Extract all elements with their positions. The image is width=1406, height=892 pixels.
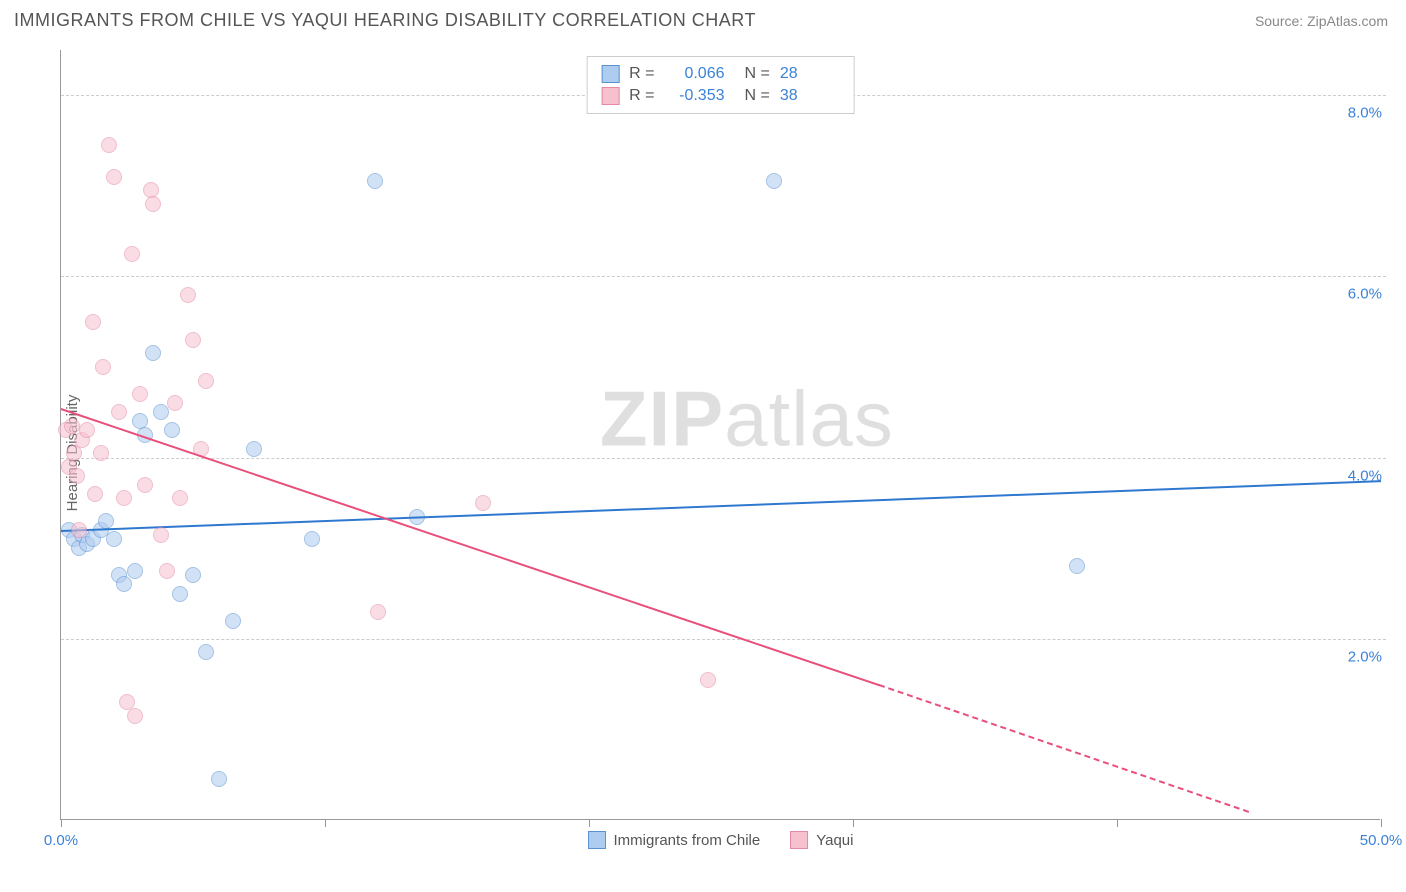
y-tick-label: 6.0% bbox=[1346, 286, 1384, 303]
data-point bbox=[304, 531, 320, 547]
r-label: R = bbox=[629, 87, 654, 105]
legend-swatch bbox=[790, 831, 808, 849]
data-point bbox=[185, 332, 201, 348]
data-point bbox=[79, 422, 95, 438]
data-point bbox=[172, 586, 188, 602]
data-point bbox=[172, 490, 188, 506]
data-point bbox=[159, 563, 175, 579]
data-point bbox=[127, 563, 143, 579]
gridline bbox=[61, 458, 1386, 459]
watermark: ZIPatlas bbox=[600, 374, 894, 465]
plot-area: ZIPatlas R =0.066N =28R =-0.353N =38 Imm… bbox=[60, 50, 1380, 820]
data-point bbox=[198, 373, 214, 389]
legend-swatch bbox=[601, 65, 619, 83]
data-point bbox=[93, 445, 109, 461]
data-point bbox=[106, 169, 122, 185]
trend-line bbox=[61, 408, 880, 686]
data-point bbox=[124, 246, 140, 262]
data-point bbox=[185, 567, 201, 583]
series-name: Immigrants from Chile bbox=[614, 832, 761, 849]
data-point bbox=[98, 513, 114, 529]
series-name: Yaqui bbox=[816, 832, 853, 849]
gridline bbox=[61, 639, 1386, 640]
trend-line bbox=[61, 480, 1381, 532]
chart-container: Hearing Disability ZIPatlas R =0.066N =2… bbox=[14, 44, 1392, 862]
x-tick bbox=[589, 819, 590, 827]
legend-row: R = 0.066 N = 28 bbox=[601, 63, 840, 85]
x-tick bbox=[853, 819, 854, 827]
x-tick-label: 0.0% bbox=[44, 832, 78, 849]
data-point bbox=[211, 771, 227, 787]
data-point bbox=[116, 490, 132, 506]
data-point bbox=[1069, 558, 1085, 574]
data-point bbox=[225, 613, 241, 629]
x-tick bbox=[61, 819, 62, 827]
n-label: N = bbox=[745, 87, 770, 105]
legend-row: R = -0.353 N = 38 bbox=[601, 85, 840, 107]
data-point bbox=[137, 477, 153, 493]
legend-swatch bbox=[588, 831, 606, 849]
data-point bbox=[95, 359, 111, 375]
data-point bbox=[164, 422, 180, 438]
data-point bbox=[64, 418, 80, 434]
y-tick-label: 2.0% bbox=[1346, 648, 1384, 665]
chart-title: IMMIGRANTS FROM CHILE VS YAQUI HEARING D… bbox=[14, 10, 756, 31]
legend-top: R = 0.066 N = 28 R = -0.353 N = 38 bbox=[586, 56, 855, 114]
legend-bottom: Immigrants from Chile Yaqui bbox=[588, 831, 854, 849]
data-point bbox=[127, 708, 143, 724]
data-point bbox=[87, 486, 103, 502]
n-value: 38 bbox=[780, 87, 840, 105]
legend-item: Immigrants from Chile bbox=[588, 831, 761, 849]
data-point bbox=[69, 468, 85, 484]
data-point bbox=[85, 314, 101, 330]
r-value: 0.066 bbox=[665, 65, 725, 83]
gridline bbox=[61, 276, 1386, 277]
data-point bbox=[71, 522, 87, 538]
y-tick-label: 8.0% bbox=[1346, 105, 1384, 122]
data-point bbox=[106, 531, 122, 547]
data-point bbox=[101, 137, 117, 153]
x-tick bbox=[325, 819, 326, 827]
data-point bbox=[145, 196, 161, 212]
legend-item: Yaqui bbox=[790, 831, 853, 849]
r-value: -0.353 bbox=[665, 87, 725, 105]
n-label: N = bbox=[745, 65, 770, 83]
data-point bbox=[180, 287, 196, 303]
x-tick bbox=[1117, 819, 1118, 827]
data-point bbox=[111, 404, 127, 420]
data-point bbox=[167, 395, 183, 411]
r-label: R = bbox=[629, 65, 654, 83]
legend-swatch bbox=[601, 87, 619, 105]
data-point bbox=[367, 173, 383, 189]
data-point bbox=[198, 644, 214, 660]
data-point bbox=[116, 576, 132, 592]
data-point bbox=[132, 386, 148, 402]
data-point bbox=[153, 527, 169, 543]
title-bar: IMMIGRANTS FROM CHILE VS YAQUI HEARING D… bbox=[0, 0, 1406, 39]
data-point bbox=[145, 345, 161, 361]
x-tick bbox=[1381, 819, 1382, 827]
source-label: Source: ZipAtlas.com bbox=[1255, 13, 1388, 29]
data-point bbox=[370, 604, 386, 620]
data-point bbox=[766, 173, 782, 189]
data-point bbox=[66, 445, 82, 461]
n-value: 28 bbox=[780, 65, 840, 83]
data-point bbox=[700, 672, 716, 688]
data-point bbox=[246, 441, 262, 457]
x-tick-label: 50.0% bbox=[1360, 832, 1403, 849]
trend-line-dashed bbox=[879, 684, 1249, 813]
data-point bbox=[475, 495, 491, 511]
